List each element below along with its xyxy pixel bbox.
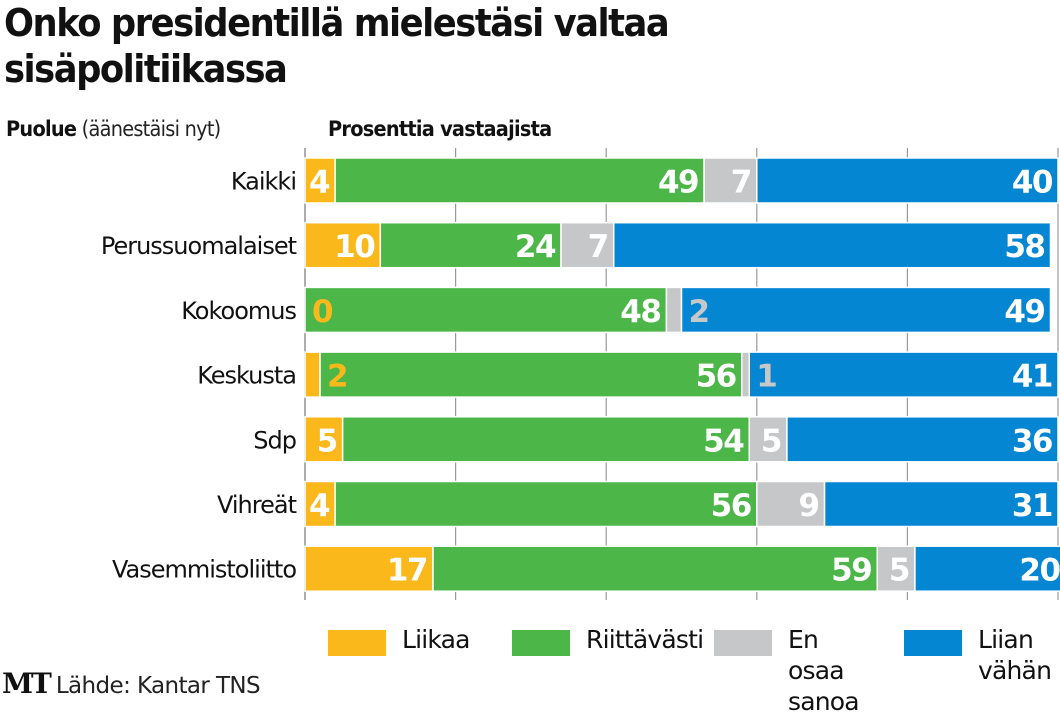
bar-segment-liikaa [304,416,344,463]
value-label-liian_vahan: 40 [1012,165,1053,201]
value-label-riittavasti: 59 [831,553,871,589]
legend-swatch [714,630,772,656]
value-label-liian_vahan: 58 [1004,229,1044,265]
legend-label: Liikaa [402,625,470,654]
legend-label: Riittävästi [586,625,704,654]
value-label-riittavasti: 54 [703,423,744,459]
bar-segment-riittavasti [334,480,758,528]
bar-segment-en_osaa [740,351,751,398]
bar-segment-en_osaa [560,221,615,269]
category-label: Kokoomus [181,297,296,325]
party-label: Puolue [6,117,77,141]
value-label-en_osaa: 5 [761,423,781,459]
value-label-liikaa: 0 [312,294,333,330]
bar-segment-riittavasti [319,351,743,398]
legend-label: En osaa sanoa [788,625,860,716]
value-label-riittavasti: 49 [658,165,698,201]
party-label-note: (äänestäisi nyt) [81,117,222,141]
bar-segment-liikaa [304,221,382,269]
value-label-liian_vahan: 36 [1012,423,1052,459]
bar-segment-liian_vahan [914,545,1060,592]
bar-segment-liian_vahan [612,221,1052,269]
value-label-liikaa: 17 [387,553,427,589]
value-label-liian_vahan: 41 [1012,359,1052,395]
legend: Liikaa Riittävästi En osaa sanoa Liian vähä… [0,625,1060,716]
value-label-riittavasti: 24 [515,229,556,265]
legend-swatch [328,630,386,656]
bar-segment-liikaa [304,351,321,398]
value-label-liikaa: 4 [309,165,330,201]
bar-segment-liian_vahan [756,157,1059,204]
bar-segment-liian_vahan [748,351,1059,398]
value-label-liikaa: 4 [309,488,330,524]
value-label-liian_vahan: 49 [1004,294,1044,330]
category-label: Perussuomalaiset [101,232,297,260]
footer: MT Lähde: Kantar TNS [2,667,261,702]
legend-swatch [904,630,962,656]
bar-segment-en_osaa [876,545,916,592]
value-label-en_osaa: 9 [798,488,818,524]
value-label-en_osaa: 1 [756,359,776,395]
bar-segment-liian_vahan [786,416,1059,463]
value-label-riittavasti: 56 [711,488,751,524]
value-label-riittavasti: 48 [620,294,660,330]
value-label-liikaa: 2 [327,359,347,395]
bar-segment-liian_vahan [823,480,1059,528]
mt-logo: MT [2,667,52,700]
party-axis-header: Puolue (äänestäisi nyt) [6,114,222,144]
value-label-en_osaa: 2 [689,294,709,330]
value-label-liikaa: 5 [317,423,337,459]
bar-segment-riittavasti [432,545,879,592]
value-label-liian_vahan: 20 [1019,553,1060,589]
value-label-riittavasti: 56 [696,359,736,395]
category-label: Sdp [253,426,296,454]
bar-segment-en_osaa [748,416,788,463]
percent-axis-header: Prosenttia vastaajista [328,117,552,141]
value-label-liikaa: 10 [334,229,375,265]
category-label: Keskusta [197,362,296,390]
source-text: Lähde: Kantar TNS [55,673,261,699]
bar-segment-liikaa [304,545,434,592]
value-label-en_osaa: 5 [889,553,909,589]
bar-segment-en_osaa [665,286,683,334]
bar-segment-liian_vahan [680,286,1052,334]
value-label-en_osaa: 7 [588,229,608,265]
bar-segment-riittavasti [304,286,668,334]
value-label-liian_vahan: 31 [1012,488,1052,524]
bar-segment-riittavasti [341,416,751,463]
legend-swatch [512,630,570,656]
chart-title: Onko presidentillä mielestäsi valtaa sis… [4,1,670,91]
bar-segment-riittavasti [334,157,705,204]
value-label-en_osaa: 7 [731,165,751,201]
category-label: Kaikki [231,168,296,196]
category-label: Vasemmistoliitto [112,556,296,584]
legend-label: Liian vähän [978,625,1052,685]
category-label: Vihreät [217,491,297,519]
bar-segment-riittavasti [379,221,562,269]
